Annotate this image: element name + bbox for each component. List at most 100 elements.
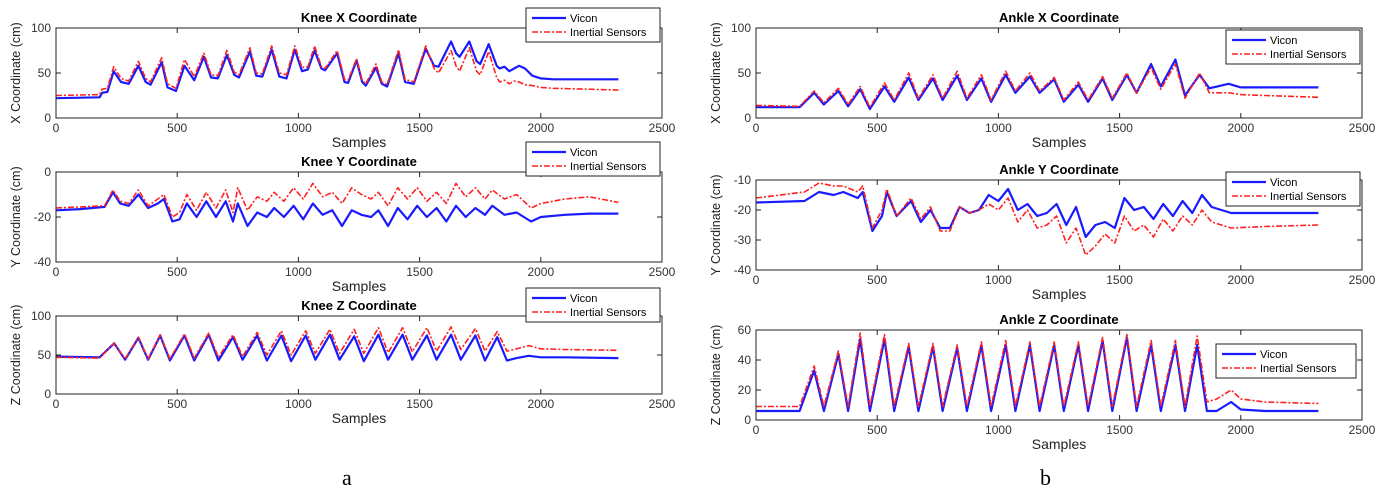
y-tick-label: 0 — [744, 111, 751, 125]
legend: Vicon Inertial Sensors — [525, 141, 661, 177]
y-tick-label: 60 — [738, 323, 752, 337]
x-tick-label: 500 — [167, 397, 187, 411]
x-axis-label: Samples — [332, 134, 386, 150]
legend-box — [525, 287, 661, 323]
series-line-vicon — [56, 40, 619, 100]
x-tick-label: 1000 — [985, 423, 1012, 437]
legend-label: Inertial Sensors — [570, 307, 647, 319]
x-tick-label: 2000 — [527, 265, 554, 279]
y-tick-label: -20 — [734, 203, 752, 217]
legend-label: Vicon — [1260, 349, 1287, 361]
y-tick-label: 50 — [38, 66, 52, 80]
x-tick-label: 1000 — [285, 121, 312, 135]
y-tick-label: 50 — [738, 66, 752, 80]
legend: Vicon Inertial Sensors — [1215, 343, 1357, 379]
legend: Vicon Inertial Sensors — [1225, 29, 1361, 65]
x-tick-label: 1500 — [1106, 121, 1133, 135]
y-tick-label: 0 — [44, 387, 51, 401]
y-axis-label: X Coordinate (cm) — [709, 22, 723, 123]
legend-label: Inertial Sensors — [570, 161, 647, 173]
x-tick-label: 1500 — [406, 265, 433, 279]
legend-box — [1225, 171, 1361, 207]
x-tick-label: 500 — [867, 273, 887, 287]
legend-label: Inertial Sensors — [1270, 49, 1347, 61]
x-axis-label: Samples — [1032, 436, 1086, 452]
x-tick-label: 0 — [53, 265, 60, 279]
series-line-inertial-sensors — [56, 182, 619, 218]
legend-box — [1225, 29, 1361, 65]
x-tick-label: 2500 — [1349, 273, 1376, 287]
y-tick-label: 50 — [38, 348, 52, 362]
chart-knee-x: Knee X Coordinate 0 500 1000 1500 2000 2500 0 50… — [9, 7, 676, 150]
chart-knee-z: Knee Z Coordinate 0 500 1000 1500 2000 2500 0 50… — [9, 287, 676, 426]
x-tick-label: 2000 — [527, 397, 554, 411]
x-tick-label: 0 — [53, 121, 60, 135]
legend: Vicon Inertial Sensors — [525, 287, 661, 323]
y-tick-label: 0 — [744, 413, 751, 427]
y-axis-label: X Coordinate (cm) — [9, 22, 23, 123]
x-tick-label: 1500 — [1106, 423, 1133, 437]
panel-label-a: a — [342, 465, 352, 490]
x-tick-label: 500 — [167, 265, 187, 279]
y-tick-label: 100 — [731, 21, 751, 35]
legend-label: Inertial Sensors — [570, 27, 647, 39]
y-axis-label: Y Coordinate (cm) — [9, 166, 23, 267]
x-tick-label: 1500 — [406, 121, 433, 135]
x-axis-label: Samples — [1032, 286, 1086, 302]
panel-label-b: b — [1040, 465, 1051, 490]
y-tick-label: 100 — [31, 21, 51, 35]
x-tick-label: 1000 — [985, 121, 1012, 135]
y-tick-label: 20 — [738, 383, 752, 397]
legend-label: Vicon — [1270, 35, 1297, 47]
x-tick-label: 2000 — [1227, 121, 1254, 135]
x-tick-label: 1500 — [406, 397, 433, 411]
chart-title: Knee X Coordinate — [301, 10, 417, 25]
legend-label: Vicon — [570, 13, 597, 25]
x-tick-label: 0 — [753, 423, 760, 437]
series-line-inertial-sensors — [756, 63, 1319, 108]
y-axis-label: Y Coordinate (cm) — [709, 174, 723, 275]
legend: Vicon Inertial Sensors — [1225, 171, 1361, 207]
legend-label: Vicon — [570, 147, 597, 159]
chart-ankle-x: Ankle X Coordinate 0 500 1000 1500 2000 2500 0 5… — [709, 10, 1376, 150]
y-tick-label: -10 — [734, 173, 752, 187]
y-tick-label: 100 — [31, 309, 51, 323]
x-tick-label: 500 — [867, 423, 887, 437]
chart-knee-y: Knee Y Coordinate 0 500 1000 1500 2000 2500 -40… — [9, 141, 676, 294]
x-tick-label: 500 — [867, 121, 887, 135]
series-line-vicon — [756, 58, 1319, 111]
y-tick-label: 0 — [44, 111, 51, 125]
series-line-inertial-sensors — [56, 326, 619, 360]
x-tick-label: 1000 — [285, 265, 312, 279]
x-tick-label: 2500 — [649, 265, 676, 279]
y-tick-label: 40 — [738, 353, 752, 367]
x-tick-label: 0 — [53, 397, 60, 411]
series-line-inertial-sensors — [756, 182, 1319, 256]
legend-label: Inertial Sensors — [1270, 191, 1347, 203]
series-line-vicon — [56, 333, 619, 363]
x-tick-label: 2500 — [649, 397, 676, 411]
legend-box — [525, 141, 661, 177]
plot-frame — [55, 171, 663, 263]
y-tick-label: -40 — [34, 255, 52, 269]
x-tick-label: 1000 — [985, 273, 1012, 287]
x-tick-label: 500 — [167, 121, 187, 135]
series-line-vicon — [756, 187, 1319, 239]
plot-frame — [755, 179, 1363, 271]
x-tick-label: 2000 — [1227, 423, 1254, 437]
chart-title: Ankle X Coordinate — [999, 10, 1119, 25]
x-tick-label: 0 — [753, 273, 760, 287]
legend-label: Vicon — [570, 293, 597, 305]
x-tick-label: 1000 — [285, 397, 312, 411]
x-tick-label: 2500 — [1349, 121, 1376, 135]
chart-title: Ankle Z Coordinate — [999, 312, 1118, 327]
x-tick-label: 0 — [753, 121, 760, 135]
y-tick-label: -40 — [734, 263, 752, 277]
legend-label: Inertial Sensors — [1260, 363, 1337, 375]
legend-box — [1215, 343, 1357, 379]
chart-title: Knee Z Coordinate — [301, 298, 417, 313]
legend: Vicon Inertial Sensors — [525, 7, 661, 43]
x-tick-label: 2000 — [527, 121, 554, 135]
y-axis-label: Z Coordinate (cm) — [709, 325, 723, 426]
